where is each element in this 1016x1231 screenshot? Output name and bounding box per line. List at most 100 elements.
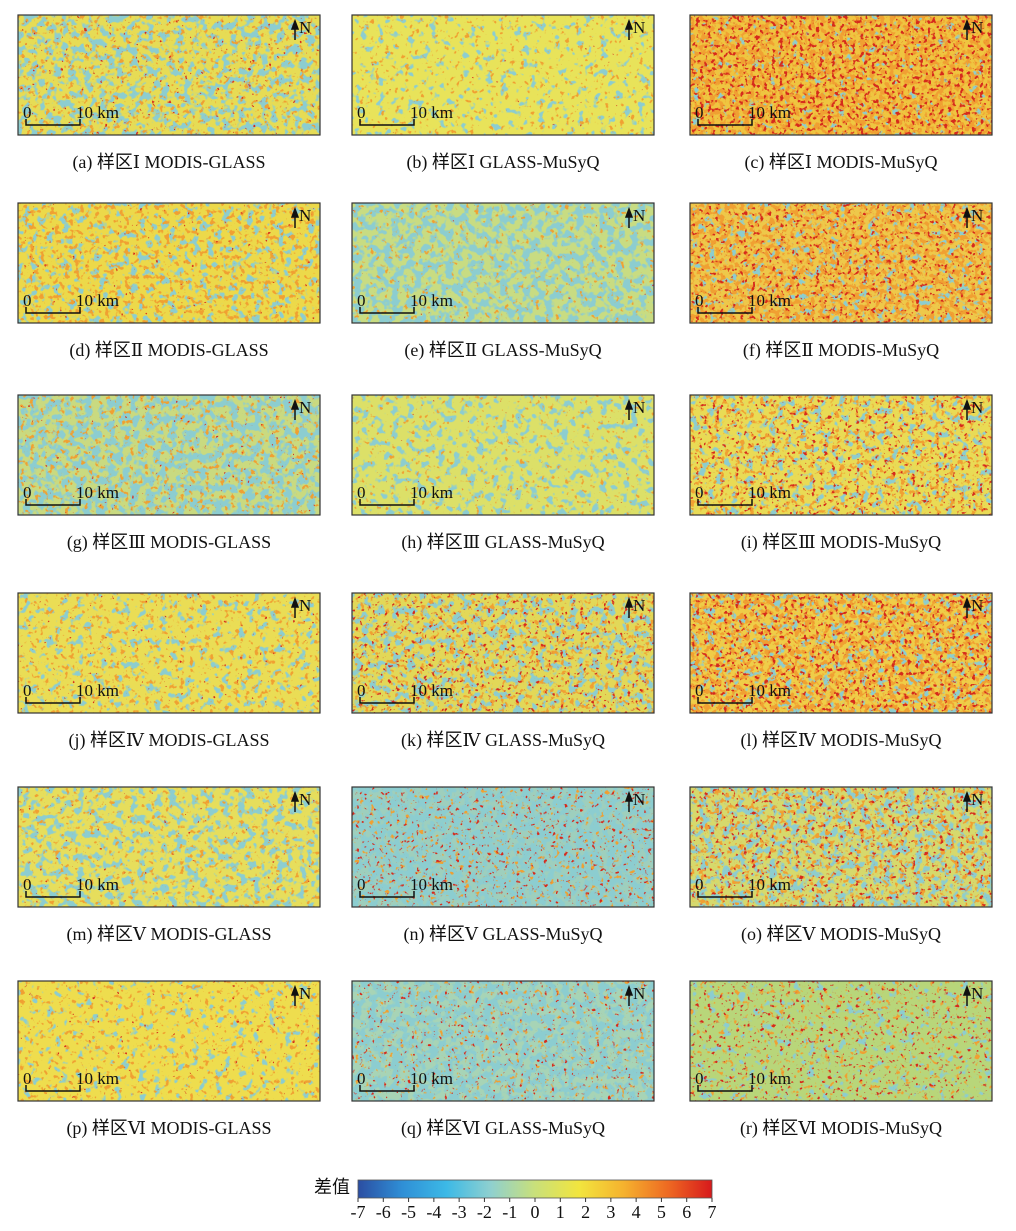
scale-start: 0 <box>695 875 704 894</box>
panel-caption: (i) 样区Ⅲ MODIS-MuSyQ <box>741 532 941 553</box>
north-arrow <box>290 18 300 40</box>
north-arrow <box>290 790 300 812</box>
north-label: N <box>971 596 983 615</box>
north-label: N <box>299 984 311 1003</box>
scale-end: 10 km <box>410 681 453 700</box>
map-panel: 0 10 km N <box>17 592 321 714</box>
scale-start: 0 <box>23 875 32 894</box>
scale-end: 10 km <box>748 875 791 894</box>
panel-caption: (b) 样区Ⅰ GLASS-MuSyQ <box>406 152 599 173</box>
colorbar-tick-label: -7 <box>351 1202 366 1222</box>
scale-end: 10 km <box>76 1069 119 1088</box>
map-texture <box>690 203 992 323</box>
map-texture <box>690 15 992 135</box>
north-label: N <box>299 206 311 225</box>
map-panel: 0 10 km N <box>689 980 993 1102</box>
map-border <box>689 14 993 136</box>
panel-caption: (l) 样区Ⅳ MODIS-MuSyQ <box>741 730 942 751</box>
colorbar <box>357 1179 713 1199</box>
scale-start: 0 <box>695 483 704 502</box>
north-arrow <box>624 984 634 1006</box>
map-panel: 0 10 km N <box>17 394 321 516</box>
north-label: N <box>971 790 983 809</box>
scale-start: 0 <box>357 1069 366 1088</box>
scale-end: 10 km <box>748 1069 791 1088</box>
map-border <box>351 592 655 714</box>
map-border <box>17 394 321 516</box>
scale-start: 0 <box>23 291 32 310</box>
map-texture <box>352 203 654 323</box>
colorbar-tick-label: -1 <box>502 1202 517 1222</box>
panel-caption: (h) 样区Ⅲ GLASS-MuSyQ <box>401 532 604 553</box>
scale-bar <box>359 307 415 314</box>
scale-start: 0 <box>695 291 704 310</box>
map-texture <box>352 593 654 713</box>
map-texture <box>18 15 320 135</box>
map-border <box>689 202 993 324</box>
north-arrow <box>962 18 972 40</box>
map-texture <box>352 981 654 1101</box>
map-panel: 0 10 km N <box>17 786 321 908</box>
map-border <box>689 394 993 516</box>
north-label: N <box>299 398 311 417</box>
north-arrow <box>624 206 634 228</box>
scale-bar <box>359 499 415 506</box>
panel-caption: (n) 样区Ⅴ GLASS-MuSyQ <box>403 924 602 945</box>
panel-caption: (m) 样区Ⅴ MODIS-GLASS <box>66 924 271 945</box>
north-label: N <box>633 984 645 1003</box>
scale-start: 0 <box>695 681 704 700</box>
colorbar-tick-label: -6 <box>376 1202 391 1222</box>
north-label: N <box>971 206 983 225</box>
panel-caption: (q) 样区Ⅵ GLASS-MuSyQ <box>401 1118 605 1139</box>
map-texture <box>690 981 992 1101</box>
scale-start: 0 <box>357 681 366 700</box>
north-arrow <box>962 790 972 812</box>
north-label: N <box>633 18 645 37</box>
north-arrow <box>624 18 634 40</box>
north-arrow <box>624 398 634 420</box>
map-texture <box>18 787 320 907</box>
scale-end: 10 km <box>410 483 453 502</box>
colorbar-tick-label: -4 <box>426 1202 441 1222</box>
map-panel: 0 10 km N <box>351 14 655 136</box>
north-label: N <box>633 206 645 225</box>
colorbar-tick-label: -2 <box>477 1202 492 1222</box>
scale-end: 10 km <box>410 291 453 310</box>
scale-bar <box>25 697 81 704</box>
map-border <box>351 14 655 136</box>
north-label: N <box>971 398 983 417</box>
panel-caption: (a) 样区Ⅰ MODIS-GLASS <box>72 152 265 173</box>
panel-caption: (d) 样区Ⅱ MODIS-GLASS <box>69 340 268 361</box>
map-texture <box>352 395 654 515</box>
panel-caption: (c) 样区Ⅰ MODIS-MuSyQ <box>744 152 937 173</box>
map-border <box>17 202 321 324</box>
panel-caption: (j) 样区Ⅳ MODIS-GLASS <box>69 730 270 751</box>
panel-caption: (e) 样区Ⅱ GLASS-MuSyQ <box>404 340 601 361</box>
map-border <box>17 14 321 136</box>
scale-start: 0 <box>23 103 32 122</box>
map-panel: 0 10 km N <box>17 14 321 136</box>
scale-bar <box>697 697 753 704</box>
map-panel: 0 10 km N <box>351 202 655 324</box>
map-texture <box>18 981 320 1101</box>
north-arrow <box>290 984 300 1006</box>
north-label: N <box>299 18 311 37</box>
colorbar-tick-label: -3 <box>452 1202 467 1222</box>
north-label: N <box>633 790 645 809</box>
panel-caption: (o) 样区Ⅴ MODIS-MuSyQ <box>741 924 941 945</box>
north-arrow <box>962 596 972 618</box>
north-label: N <box>299 596 311 615</box>
map-panel: 0 10 km N <box>351 592 655 714</box>
scale-end: 10 km <box>410 103 453 122</box>
scale-bar <box>25 307 81 314</box>
north-arrow <box>624 596 634 618</box>
north-arrow <box>290 596 300 618</box>
colorbar-tick-label: 7 <box>708 1202 717 1222</box>
colorbar-label: 差值 <box>314 1177 350 1197</box>
map-panel: 0 10 km N <box>351 394 655 516</box>
map-texture <box>352 15 654 135</box>
colorbar-tick-label: 1 <box>556 1202 565 1222</box>
north-arrow <box>290 398 300 420</box>
scale-start: 0 <box>357 875 366 894</box>
